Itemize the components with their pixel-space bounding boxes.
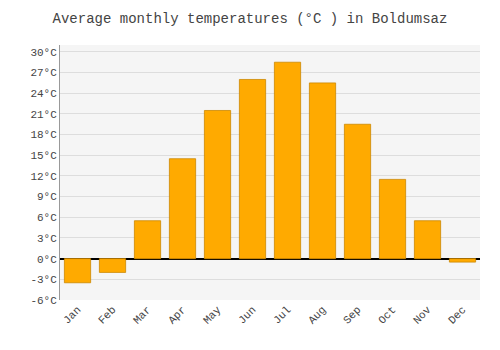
svg-text:15°C: 15°C: [30, 150, 57, 162]
svg-text:Jun: Jun: [236, 304, 258, 326]
svg-text:6°C: 6°C: [37, 212, 57, 224]
svg-text:Jan: Jan: [61, 304, 83, 326]
svg-text:27°C: 27°C: [30, 67, 57, 79]
svg-text:-6°C: -6°C: [30, 295, 57, 307]
svg-text:Dec: Dec: [446, 304, 468, 326]
svg-text:Oct: Oct: [376, 304, 398, 326]
svg-text:21°C: 21°C: [30, 109, 57, 121]
svg-text:3°C: 3°C: [37, 233, 57, 245]
svg-text:12°C: 12°C: [30, 171, 57, 183]
svg-text:Apr: Apr: [166, 304, 188, 326]
svg-text:18°C: 18°C: [30, 129, 57, 141]
svg-text:Nov: Nov: [411, 304, 434, 327]
svg-text:-3°C: -3°C: [30, 274, 57, 286]
svg-text:24°C: 24°C: [30, 88, 57, 100]
svg-text:Jul: Jul: [271, 304, 293, 326]
svg-text:0°C: 0°C: [37, 254, 57, 266]
svg-text:Aug: Aug: [306, 304, 328, 326]
svg-text:30°C: 30°C: [30, 47, 57, 59]
svg-text:Average monthly temperatures (: Average monthly temperatures (°C ) in Bo…: [53, 11, 448, 27]
svg-text:May: May: [201, 304, 224, 327]
svg-text:9°C: 9°C: [37, 191, 57, 203]
svg-text:Mar: Mar: [131, 304, 153, 326]
svg-text:Sep: Sep: [341, 304, 363, 326]
svg-text:Feb: Feb: [96, 304, 118, 326]
